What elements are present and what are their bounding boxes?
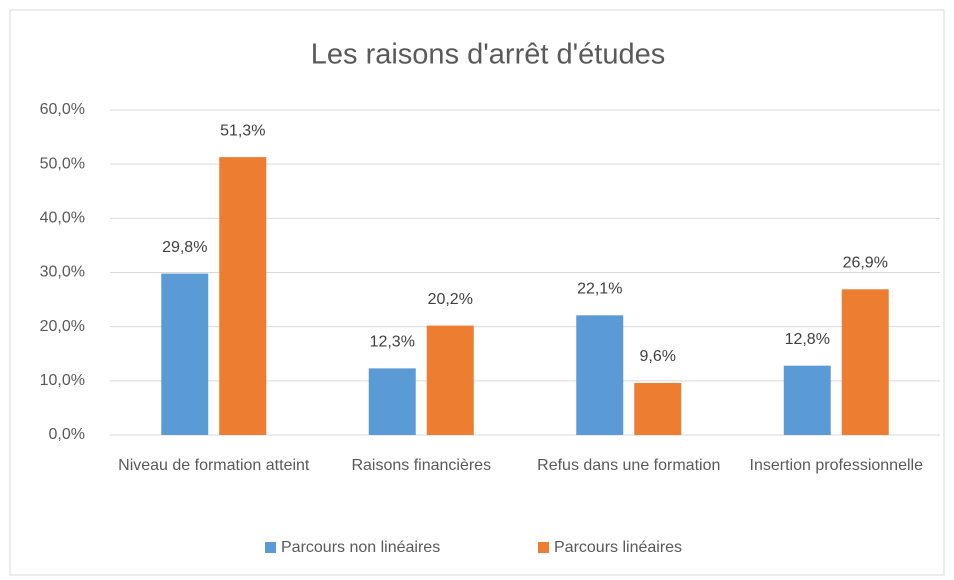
data-label: 12,8% bbox=[785, 331, 830, 348]
data-label: 12,3% bbox=[370, 334, 415, 351]
data-label: 51,3% bbox=[220, 122, 265, 139]
bar bbox=[161, 273, 209, 435]
x-tick-label: Insertion professionnelle bbox=[749, 457, 923, 474]
bar bbox=[219, 157, 267, 435]
x-tick-label: Niveau de formation atteint bbox=[118, 457, 310, 474]
bar bbox=[426, 325, 474, 435]
x-tick-label: Refus dans une formation bbox=[537, 457, 721, 474]
bar bbox=[634, 383, 682, 435]
legend-label: Parcours linéaires bbox=[554, 539, 682, 556]
bar bbox=[368, 368, 416, 435]
y-tick-label: 30,0% bbox=[40, 264, 85, 281]
data-label: 22,1% bbox=[577, 281, 622, 298]
y-tick-label: 10,0% bbox=[40, 372, 85, 389]
bar bbox=[841, 289, 889, 435]
bar bbox=[576, 315, 624, 435]
y-tick-label: 40,0% bbox=[40, 210, 85, 227]
data-label: 29,8% bbox=[162, 239, 207, 256]
chart-border bbox=[9, 9, 945, 576]
y-tick-label: 60,0% bbox=[40, 101, 85, 118]
legend-label: Parcours non linéaires bbox=[281, 539, 440, 556]
y-tick-label: 50,0% bbox=[40, 155, 85, 172]
y-tick-label: 20,0% bbox=[40, 318, 85, 335]
bar bbox=[783, 365, 831, 435]
legend-swatch bbox=[265, 542, 276, 553]
chart-title: Les raisons d'arrêt d'études bbox=[311, 39, 665, 71]
data-label: 20,2% bbox=[428, 291, 473, 308]
data-label: 9,6% bbox=[640, 348, 676, 365]
y-tick-label: 0,0% bbox=[49, 426, 85, 443]
data-label: 26,9% bbox=[843, 255, 888, 272]
legend-swatch bbox=[538, 542, 549, 553]
x-tick-label: Raisons financières bbox=[351, 457, 492, 474]
